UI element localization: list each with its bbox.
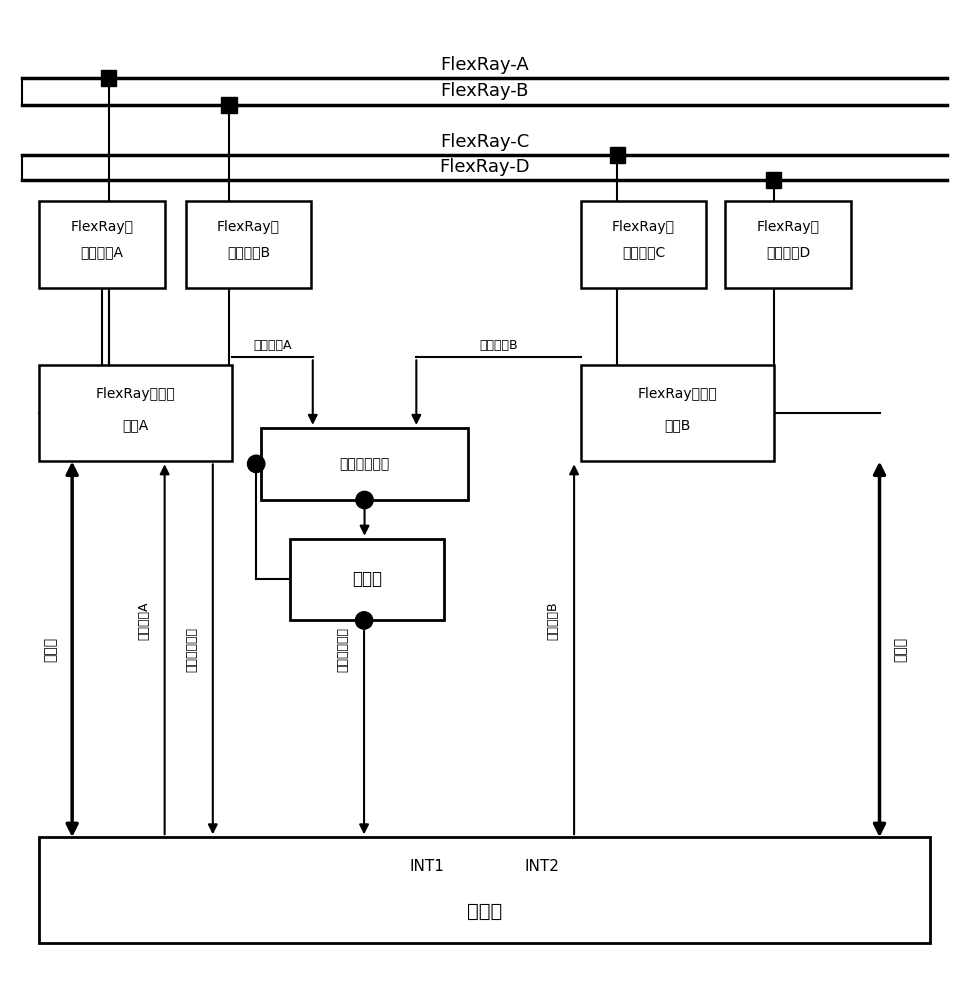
Text: 线驱动器A: 线驱动器A [80, 245, 123, 259]
Bar [261, 428, 468, 500]
Text: 中断处理单元: 中断处理单元 [339, 457, 390, 471]
Circle shape [247, 455, 265, 473]
Circle shape [356, 612, 373, 629]
Text: FlexRay总线控: FlexRay总线控 [638, 387, 717, 401]
Text: FlexRay-D: FlexRay-D [439, 158, 530, 176]
Bar [101, 70, 116, 86]
Text: 处理器: 处理器 [467, 902, 502, 921]
Text: 初始化: 初始化 [44, 637, 58, 662]
Text: INT1: INT1 [409, 859, 444, 874]
Text: FlexRay-B: FlexRay-B [440, 82, 529, 100]
Text: FlexRay总: FlexRay总 [612, 220, 675, 234]
Text: 线驱动器D: 线驱动器D [766, 245, 810, 259]
Text: 线驱动器B: 线驱动器B [227, 245, 270, 259]
Text: 初始化: 初始化 [893, 637, 908, 662]
Bar [580, 201, 706, 288]
Text: FlexRay-C: FlexRay-C [440, 133, 529, 151]
Bar [40, 365, 233, 461]
Text: FlexRay-A: FlexRay-A [440, 56, 529, 74]
Text: FlexRay总: FlexRay总 [217, 220, 280, 234]
Text: INT2: INT2 [525, 859, 560, 874]
Text: 复位信号B: 复位信号B [547, 601, 559, 640]
Bar [580, 365, 773, 461]
Text: 中断信号A: 中断信号A [253, 339, 292, 352]
Text: 故障中断信号: 故障中断信号 [336, 627, 350, 672]
Bar [726, 201, 851, 288]
Text: 制器A: 制器A [123, 418, 149, 432]
Text: 复位信号A: 复位信号A [137, 601, 150, 640]
Text: 线驱动器C: 线驱动器C [622, 245, 665, 259]
Circle shape [356, 491, 373, 509]
Bar [766, 172, 781, 188]
Bar [40, 201, 165, 288]
Bar [222, 97, 236, 113]
Text: 看门狗: 看门狗 [352, 570, 382, 588]
Text: FlexRay总: FlexRay总 [71, 220, 134, 234]
Text: FlexRay总线控: FlexRay总线控 [96, 387, 175, 401]
Bar [186, 201, 311, 288]
Text: FlexRay总: FlexRay总 [757, 220, 820, 234]
Text: 数据接收中断: 数据接收中断 [185, 627, 198, 672]
Bar [610, 147, 625, 163]
Bar [290, 539, 444, 620]
Text: 中断信号B: 中断信号B [480, 339, 517, 352]
Text: 制器B: 制器B [664, 418, 690, 432]
Bar [40, 837, 929, 943]
